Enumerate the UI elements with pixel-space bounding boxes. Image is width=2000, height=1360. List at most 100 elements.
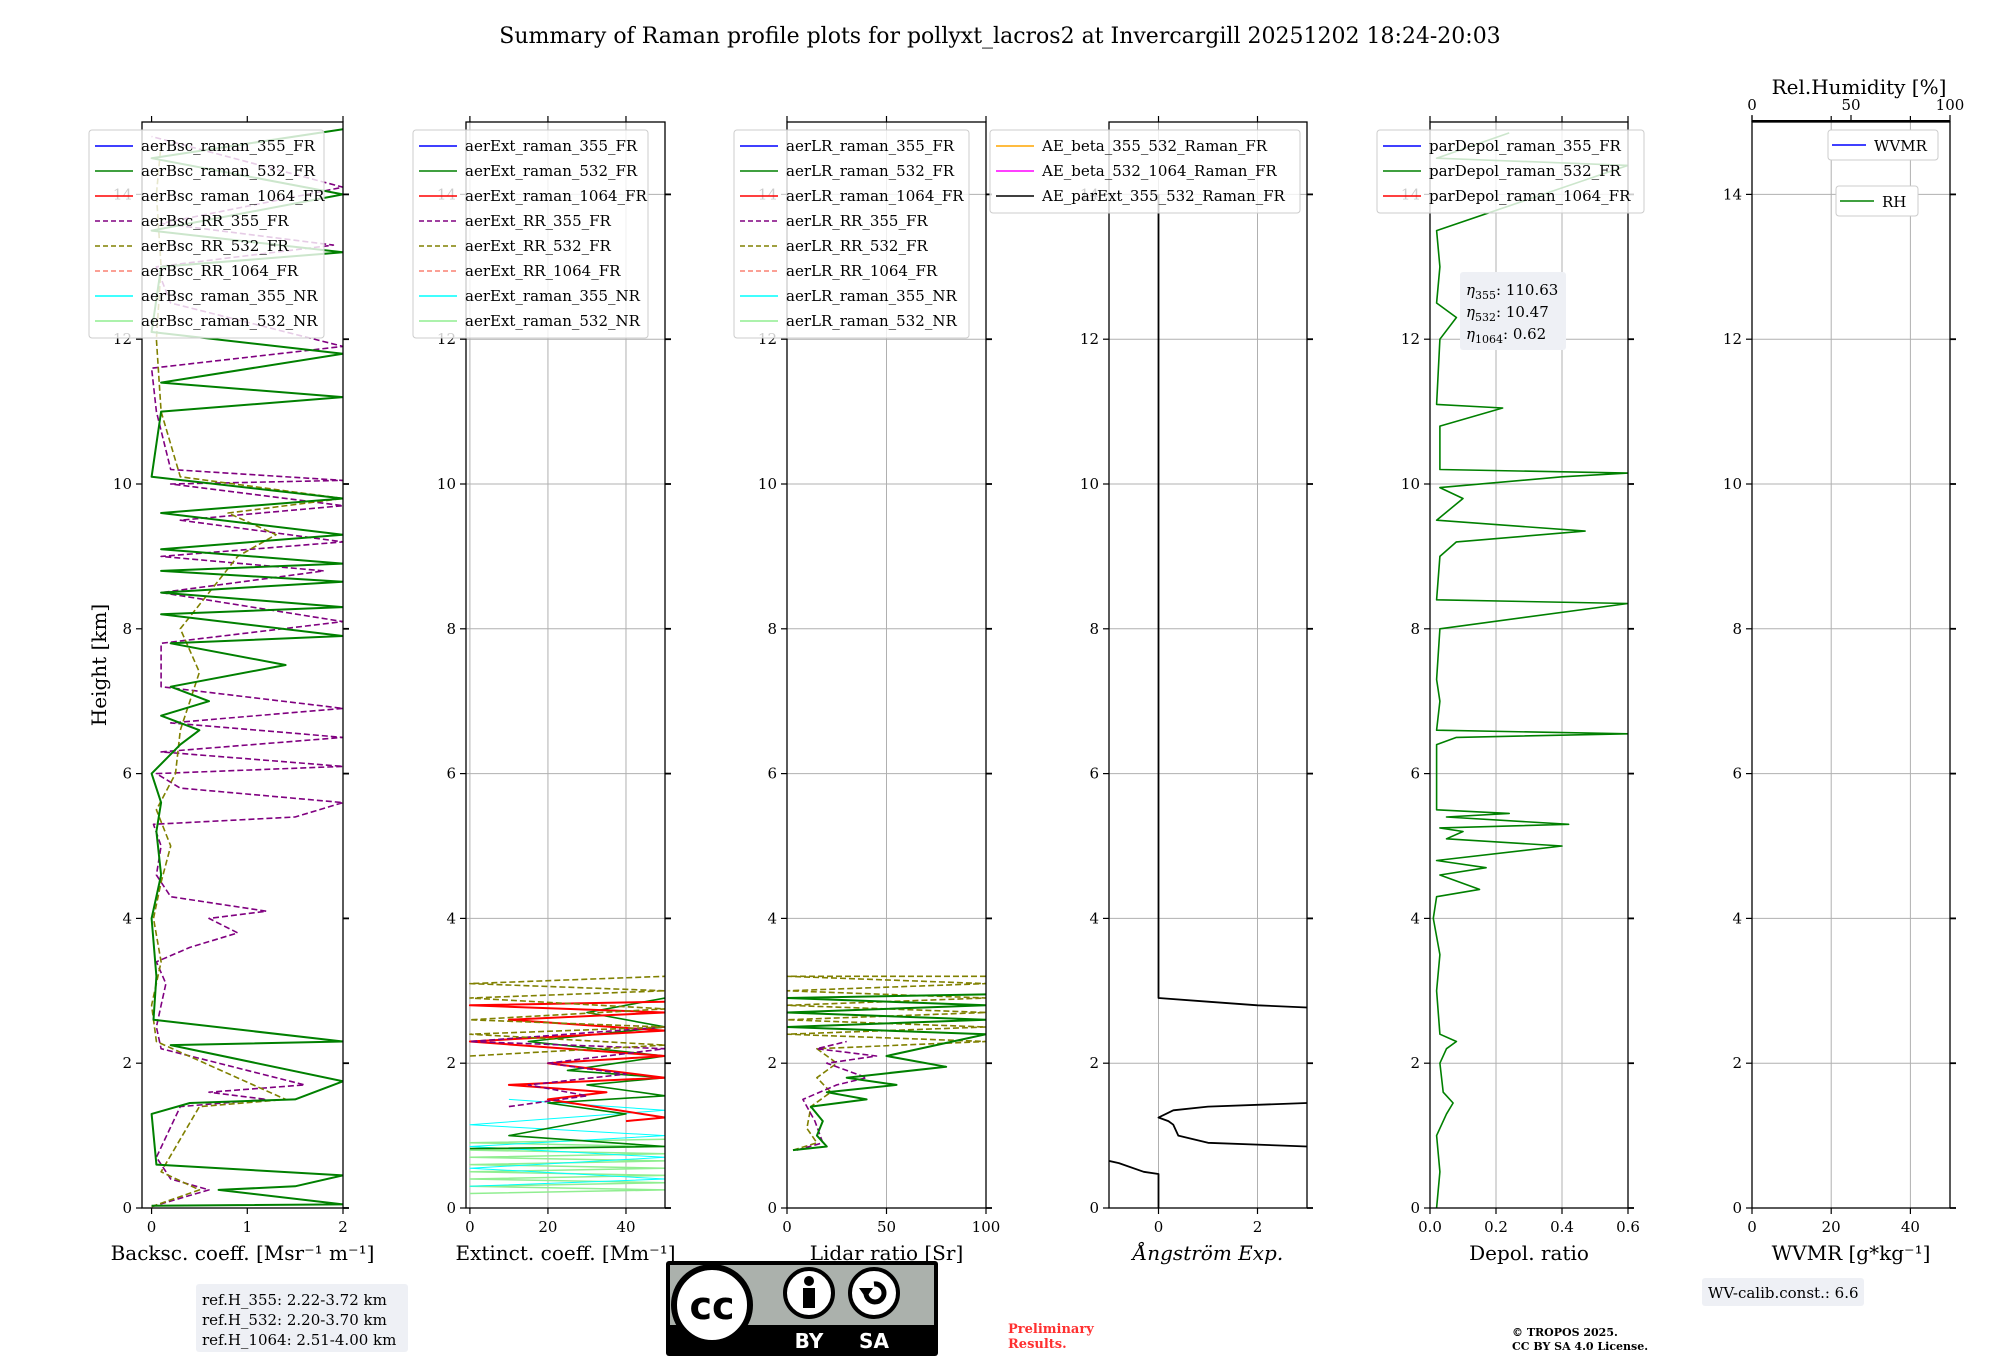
depol-frame xyxy=(1429,121,1629,1209)
preliminary-line-2: Results. xyxy=(1008,1337,1067,1352)
depol-xtick-label: 0.2 xyxy=(1484,1218,1508,1236)
depol-legend-label: parDepol_raman_1064_FR xyxy=(1429,187,1631,205)
ext-ytick-label: 8 xyxy=(446,620,456,638)
lr-legend-label: aerLR_raman_355_FR xyxy=(786,137,955,155)
wvmr-ytick-label: 0 xyxy=(1732,1199,1742,1217)
lr-legend-label: aerLR_raman_532_FR xyxy=(786,162,955,180)
bsc-legend-label: aerBsc_RR_355_FR xyxy=(141,212,289,230)
bsc-xtick-label: 0 xyxy=(147,1218,157,1236)
ext-legend-box xyxy=(412,129,649,339)
rh-legend-box xyxy=(1835,185,1919,217)
bsc-series-line xyxy=(150,143,343,1208)
ang-legend-label: AE_beta_532_1064_Raman_FR xyxy=(1041,162,1277,180)
ang-ytick-label: 4 xyxy=(1089,909,1099,927)
wvmr-x2tick-label: 50 xyxy=(1841,96,1860,114)
y-axis-label: Height [km] xyxy=(87,604,111,726)
lr-legend-label: aerLR_raman_1064_FR xyxy=(786,187,964,205)
ext-ytick-label: 0 xyxy=(446,1199,456,1217)
ang-series-line xyxy=(1157,194,1307,1009)
ang-series-line xyxy=(1157,1102,1307,1148)
sa-share-icon xyxy=(848,1267,900,1319)
angstrom-panel: 0246810121402Ångström Exp.AE_beta_355_53… xyxy=(989,116,1313,1265)
lr-series-line xyxy=(787,993,986,1152)
bsc-legend-label: aerBsc_raman_355_NR xyxy=(141,287,318,305)
ext-xlabel: Extinct. coeff. [Mm⁻¹] xyxy=(455,1241,675,1265)
bsc-series-line xyxy=(150,135,343,1208)
depol-legend-label: parDepol_raman_355_FR xyxy=(1429,137,1622,155)
bsc-series-group xyxy=(150,128,343,1208)
ext-series-line xyxy=(469,1098,665,1187)
wvmr-x2label: Rel.Humidity [%] xyxy=(1772,75,1947,99)
ref-height-355: ref.H_355: 2.22-3.72 km xyxy=(202,1291,387,1309)
depol-xtick-label: 0.0 xyxy=(1418,1218,1442,1236)
wvmr-legend-label: WVMR xyxy=(1874,137,1928,155)
bsc-frame xyxy=(141,121,344,1209)
depol-xtick-label: 0.6 xyxy=(1616,1218,1640,1236)
bsc-ytick-label: 2 xyxy=(122,1054,132,1072)
ang-ytick-label: 6 xyxy=(1089,765,1099,783)
ang-series-group xyxy=(1109,194,1307,1208)
sa-label: SA xyxy=(859,1329,889,1353)
backscatter-panel: 02468101214012Backsc. coeff. [Msr⁻¹ m⁻¹]… xyxy=(88,116,374,1265)
lidar-ratio-panel: 02468101214050100Lidar ratio [Sr]aerLR_r… xyxy=(733,116,1001,1265)
ang-ytick-label: 8 xyxy=(1089,620,1099,638)
ext-series-group xyxy=(468,975,665,1195)
wvmr-frame xyxy=(1751,121,1951,1209)
lr-series-group xyxy=(787,975,986,1152)
ang-series-line xyxy=(1109,1160,1160,1208)
depol-series-line xyxy=(1432,132,1628,1208)
wvmr-ytick-label: 2 xyxy=(1732,1054,1742,1072)
ang-frame xyxy=(1108,121,1308,1209)
depol-legend-label: parDepol_raman_532_FR xyxy=(1429,162,1622,180)
bsc-xtick-label: 2 xyxy=(338,1218,348,1236)
depol-ytick-label: 4 xyxy=(1410,909,1420,927)
cc-logo-icon xyxy=(671,1264,753,1346)
bsc-xtick-label: 1 xyxy=(243,1218,253,1236)
wvmr-ytick-label: 14 xyxy=(1723,185,1742,203)
wv-calibration-text: WV-calib.const.: 6.6 xyxy=(1708,1284,1859,1302)
wvmr-ytick-label: 10 xyxy=(1723,475,1742,493)
wvmr-ytick-label: 8 xyxy=(1732,620,1742,638)
bsc-legend-label: aerBsc_raman_355_FR xyxy=(141,137,316,155)
ang-ytick-label: 12 xyxy=(1080,330,1099,348)
ext-legend-label: aerExt_RR_355_FR xyxy=(465,212,612,230)
ext-xtick-label: 20 xyxy=(538,1218,557,1236)
depol-xtick-label: 0.4 xyxy=(1550,1218,1574,1236)
bsc-legend-label: aerBsc_raman_532_FR xyxy=(141,162,316,180)
eta-box: η355: 110.63 η532: 10.47 η1064: 0.62 xyxy=(1460,272,1566,350)
copyright-line-2: CC BY SA 4.0 License. xyxy=(1512,1340,1648,1353)
lr-ytick-label: 2 xyxy=(767,1054,777,1072)
ext-legend-label: aerExt_raman_355_NR xyxy=(465,287,641,305)
ext-legend-label: aerExt_RR_532_FR xyxy=(465,237,612,255)
bsc-legend-label: aerBsc_RR_532_FR xyxy=(141,237,289,255)
ext-frame xyxy=(465,121,666,1209)
sa-arrow xyxy=(863,1281,887,1305)
ang-xtick-label: 2 xyxy=(1253,1218,1263,1236)
ext-ytick-label: 4 xyxy=(446,909,456,927)
depol-xlabel: Depol. ratio xyxy=(1469,1241,1589,1265)
ang-xtick-label: 0 xyxy=(1154,1218,1164,1236)
lr-ytick-label: 8 xyxy=(767,620,777,638)
lr-xtick-label: 100 xyxy=(972,1218,1001,1236)
lr-legend-label: aerLR_RR_1064_FR xyxy=(786,262,938,280)
preliminary-line-1: Preliminary xyxy=(1008,1322,1094,1337)
bsc-legend-label: aerBsc_RR_1064_FR xyxy=(141,262,299,280)
ext-xtick-label: 0 xyxy=(465,1218,475,1236)
ang-ytick-label: 0 xyxy=(1089,1199,1099,1217)
wvmr-xlabel: WVMR [g*kg⁻¹] xyxy=(1772,1241,1931,1265)
lr-legend-box xyxy=(733,129,970,339)
bsc-ytick-label: 4 xyxy=(122,909,132,927)
bsc-ytick-label: 0 xyxy=(122,1199,132,1217)
bsc-legend-box xyxy=(88,129,325,339)
sa-arrowhead xyxy=(859,1288,873,1298)
bsc-legend-label: aerBsc_raman_1064_FR xyxy=(141,187,325,205)
wv-calibration-box: WV-calib.const.: 6.6 xyxy=(1702,1278,1864,1306)
depol-legend-box xyxy=(1376,129,1645,214)
wvmr-ytick-label: 12 xyxy=(1723,330,1742,348)
eta-355: η355: 110.63 xyxy=(1466,281,1558,302)
lr-legend-label: aerLR_RR_532_FR xyxy=(786,237,928,255)
wvmr-panel: 0 2 4 6 8 10 12 14 0 20 40 WVMR [g*kg⁻¹] 0 50 100Rel.H… xyxy=(1723,75,1964,1265)
copyright-line-1: © TROPOS 2025. xyxy=(1512,1326,1618,1339)
